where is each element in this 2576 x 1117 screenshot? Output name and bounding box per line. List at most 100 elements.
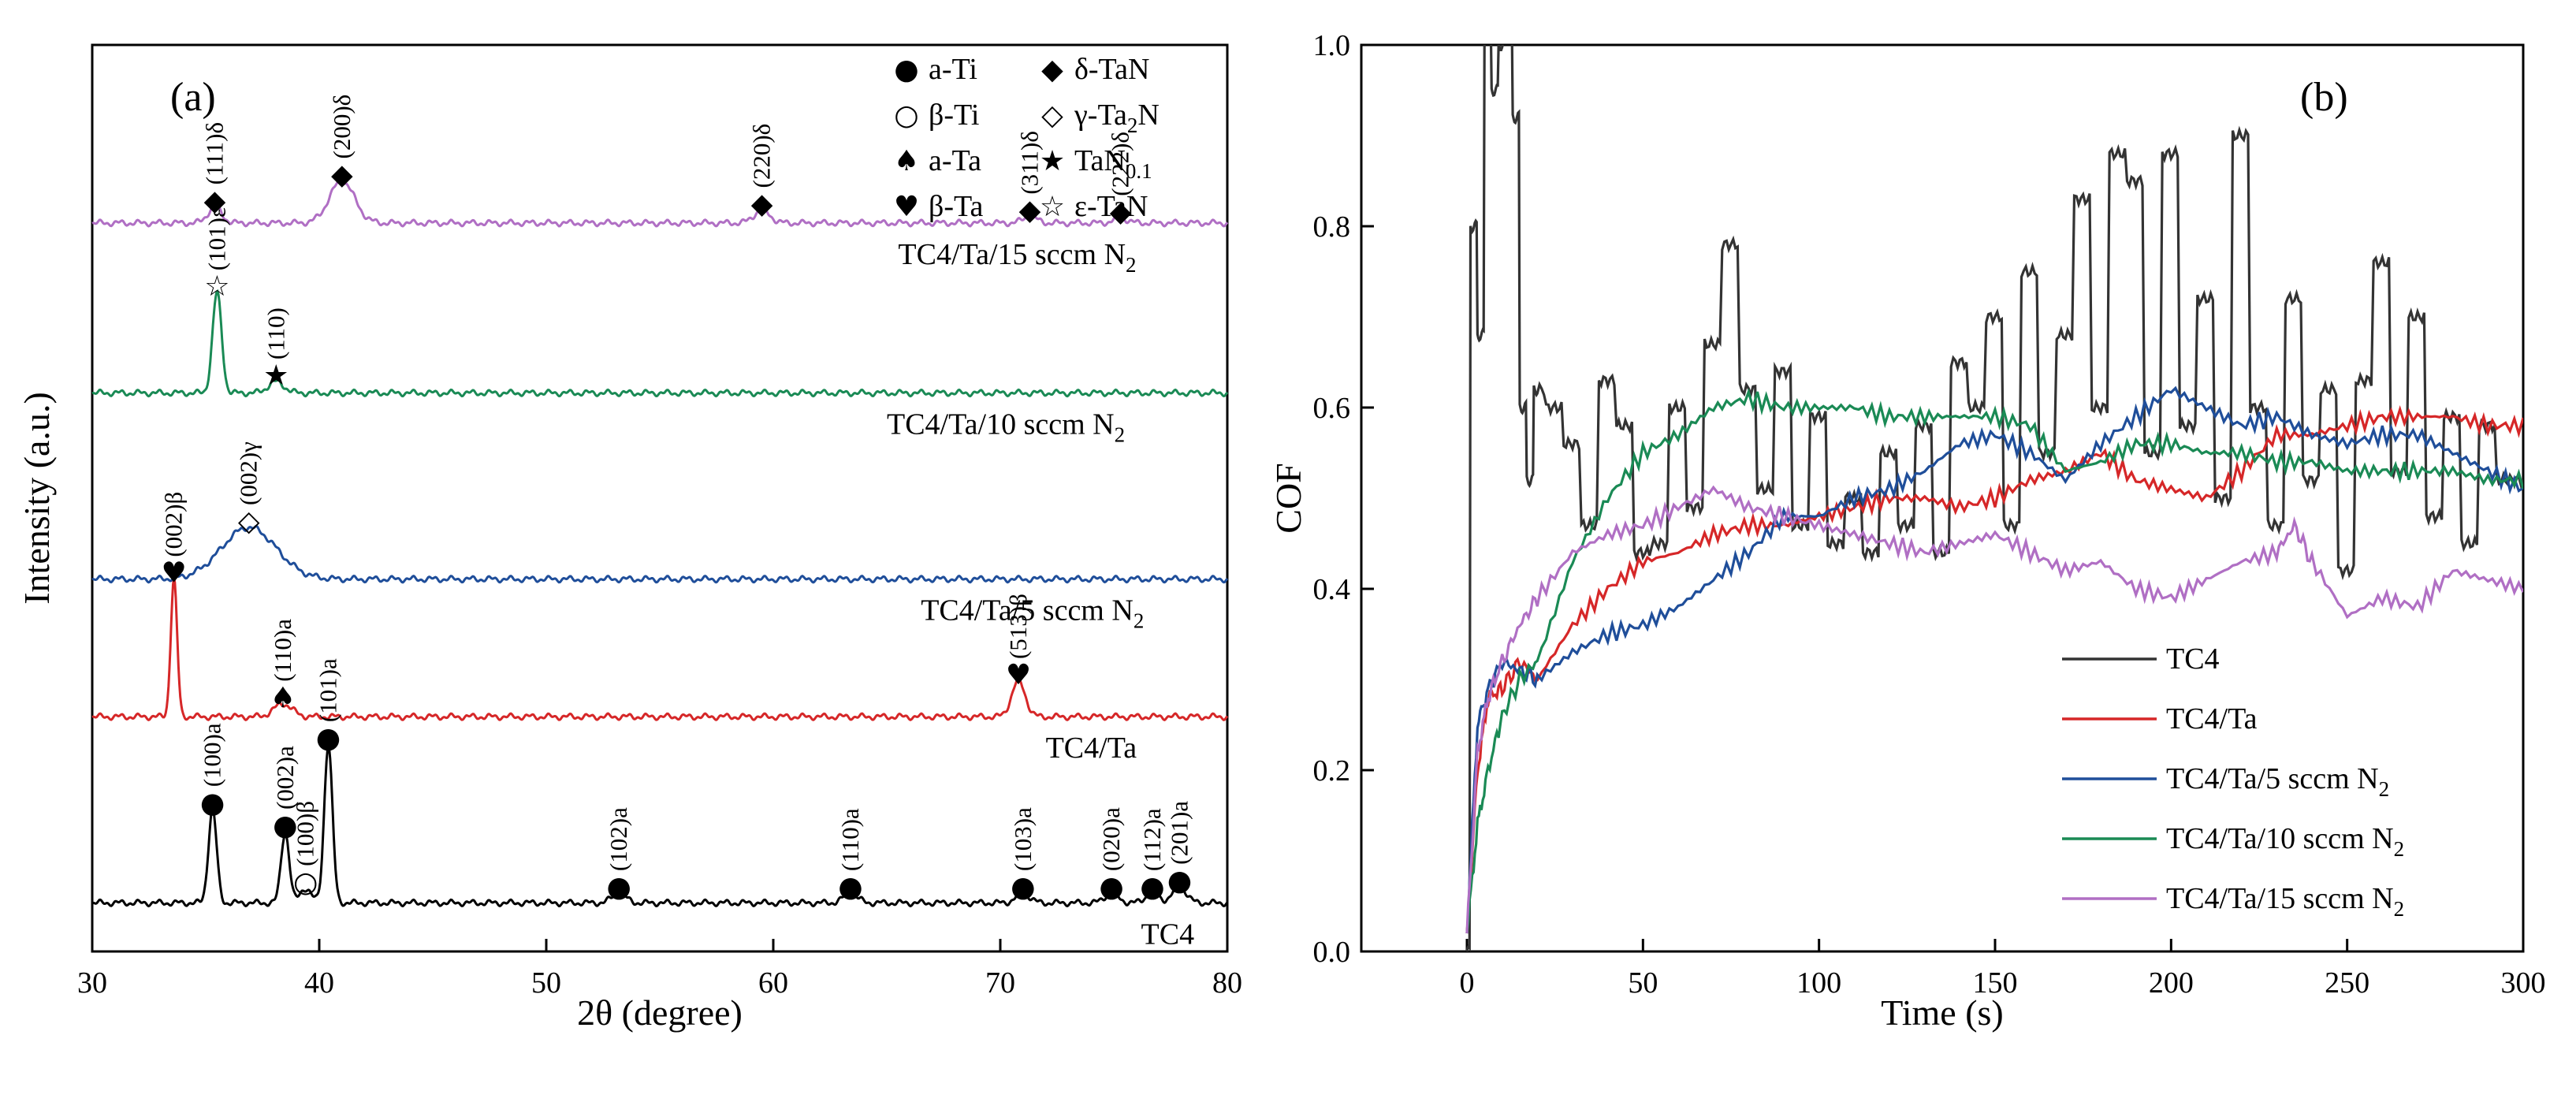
xrd-peak-marker: ♥ <box>162 557 187 590</box>
xrd-peak-label: (101)a <box>315 658 342 722</box>
xrd-peak-marker: ♠ <box>270 682 296 714</box>
xrd-phase-legend: ● a-Ti ○ β-Ti ♠ a-Ta ♥ β-Ta ◆ δ-TaN ◇ γ-Ta2N ★ TaN0.1… <box>894 53 1160 223</box>
xrd-sample-label: TC4/Ta/15 sccm N2 <box>898 238 1136 277</box>
xrd-peak-marker: ● <box>606 871 631 903</box>
xrd-peak-marker: ◆ <box>204 184 226 217</box>
xrd-peak-label: (110) <box>262 307 289 359</box>
xrd-sample-label: TC4/Ta/5 sccm N2 <box>921 594 1144 633</box>
xrd-peak-label: (102)a <box>605 807 632 871</box>
cof-plot-frame <box>1360 43 2525 953</box>
xrd-sample-labels: TC4 TC4/Ta TC4/Ta/5 sccm N2 TC4/Ta/10 sccm … <box>887 238 1194 951</box>
xrd-sample-label: TC4/Ta/10 sccm N2 <box>887 408 1125 447</box>
xrd-peak-label: (100)β <box>292 801 319 866</box>
xrd-peak-marker: ◆ <box>331 159 353 192</box>
xrd-legend-symbol: ○ <box>894 99 918 132</box>
xrd-legend-label: ε-TaN <box>1074 190 1148 223</box>
xrd-peak-marker: ● <box>1167 865 1192 897</box>
cof-x-tick-label: 100 <box>1796 966 1841 1000</box>
xrd-peak-label: (200)δ <box>328 95 356 159</box>
cof-series-group <box>1465 45 2523 951</box>
xrd-pattern-line <box>91 524 1229 584</box>
cof-y-tick-label: 1.0 <box>1313 29 1351 62</box>
xrd-peak-marker: ● <box>316 722 341 754</box>
xrd-x-tick-label: 50 <box>531 966 561 1000</box>
xrd-peak-marker: ★ <box>263 359 288 392</box>
cof-x-tick-label: 150 <box>1973 966 2018 1000</box>
xrd-legend-symbol: ★ <box>1040 145 1065 177</box>
xrd-peak-label: (002)a <box>271 746 299 810</box>
xrd-panel-label: (a) <box>170 75 216 120</box>
xrd-x-ticks: 30 40 50 60 70 80 <box>77 939 1242 1000</box>
cof-axis-ticks: 0 50 100 150 200 250 300 0.0 0.2 0.4 0.6 0.8 1.0 <box>1313 29 2546 1000</box>
xrd-legend-label: a-Ta <box>929 144 981 177</box>
xrd-plot-frame <box>91 43 1229 953</box>
xrd-peak-label: (222)δ <box>1107 132 1134 196</box>
cof-y-tick-label: 0.0 <box>1313 936 1351 969</box>
xrd-peak-marker: ● <box>1140 871 1164 903</box>
xrd-legend-symbol: ● <box>894 54 918 86</box>
xrd-peak-marker: ◆ <box>751 188 773 220</box>
xrd-pattern-line <box>91 741 1229 908</box>
xrd-legend-symbol: ♥ <box>894 191 919 223</box>
xrd-series-group <box>91 179 1229 908</box>
cof-y-axis-label: COF <box>1268 463 1308 533</box>
cof-y-tick-label: 0.6 <box>1313 392 1351 425</box>
cof-legend-label: TC4/Ta/15 sccm N2 <box>2166 882 2404 921</box>
xrd-legend-label: β-Ta <box>929 190 984 223</box>
xrd-panel: 30 40 50 60 70 80 ●(100)a●(002)a○(100)β●(101)… <box>17 43 1242 1033</box>
xrd-peak-marker: ● <box>1011 871 1035 903</box>
xrd-peak-marker: ◆ <box>1110 196 1132 229</box>
xrd-legend-label: a-Ti <box>929 53 977 86</box>
xrd-x-tick-label: 40 <box>304 966 334 1000</box>
xrd-peak-marker: ● <box>1099 871 1123 903</box>
xrd-peak-label: (020)a <box>1097 807 1125 871</box>
xrd-peak-marker: ☆ <box>204 270 229 303</box>
xrd-peak-label: (100)a <box>199 723 226 787</box>
xrd-pattern-line <box>91 577 1229 721</box>
xrd-peak-label: (002)β <box>160 492 188 557</box>
xrd-x-tick-label: 60 <box>758 966 788 1000</box>
xrd-y-axis-label: Intensity (a.u.) <box>17 392 57 605</box>
xrd-peak-label: (112)a <box>1138 808 1166 871</box>
cof-legend-label: TC4/Ta/5 sccm N2 <box>2166 762 2389 801</box>
xrd-peak-annotations: ●(100)a●(002)a○(100)β●(101)a●(102)a●(110… <box>160 95 1193 903</box>
cof-x-axis-label: Time (s) <box>1881 992 2004 1033</box>
xrd-x-axis-label: 2θ (degree) <box>577 992 743 1033</box>
xrd-peak-label: (103)a <box>1009 807 1037 871</box>
xrd-legend-label: TaN0.1 <box>1074 144 1152 183</box>
cof-legend-label: TC4/Ta/10 sccm N2 <box>2166 822 2404 861</box>
xrd-x-tick-label: 70 <box>985 966 1015 1000</box>
xrd-peak-label: (220)δ <box>748 124 776 188</box>
xrd-peak-marker: ○ <box>293 866 318 899</box>
xrd-peak-label: (311)δ <box>1015 131 1043 195</box>
cof-series-line <box>1465 485 2523 934</box>
xrd-legend-symbol: ☆ <box>1040 191 1065 223</box>
cof-y-tick-label: 0.2 <box>1313 754 1351 787</box>
xrd-peak-marker: ● <box>838 871 862 903</box>
xrd-legend-label: γ-Ta2N <box>1074 99 1160 137</box>
xrd-peak-label: (201)a <box>1166 801 1193 865</box>
xrd-pattern-line <box>91 289 1229 398</box>
xrd-x-tick-label: 80 <box>1212 966 1242 1000</box>
xrd-peak-label: (101)ε <box>203 207 230 270</box>
cof-series-line <box>1465 45 2523 951</box>
xrd-x-tick-label: 30 <box>77 966 107 1000</box>
cof-legend-label: TC4/Ta <box>2166 702 2258 735</box>
cof-series-line <box>1465 404 2523 934</box>
cof-x-tick-label: 250 <box>2325 966 2369 1000</box>
xrd-sample-label: TC4/Ta <box>1046 732 1137 765</box>
xrd-legend-label: δ-TaN <box>1074 53 1149 86</box>
xrd-legend-label: β-Ti <box>929 99 979 132</box>
xrd-pattern-line <box>91 179 1229 228</box>
cof-panel-label: (b) <box>2300 75 2348 120</box>
cof-x-tick-label: 300 <box>2501 966 2546 1000</box>
xrd-sample-label: TC4 <box>1141 918 1195 951</box>
cof-legend: TC4 TC4/Ta TC4/Ta/5 sccm N2 TC4/Ta/10 sccm … <box>2062 642 2404 921</box>
xrd-peak-marker: ● <box>273 810 297 842</box>
xrd-peak-label: (110)a <box>269 619 296 682</box>
cof-panel: 0 50 100 150 200 250 300 0.0 0.2 0.4 0.6 0.8 1.0 TC4… <box>1268 29 2546 1033</box>
xrd-legend-symbol: ♠ <box>894 145 919 177</box>
xrd-legend-symbol: ◇ <box>1041 99 1063 132</box>
cof-series-line <box>1465 385 2523 934</box>
